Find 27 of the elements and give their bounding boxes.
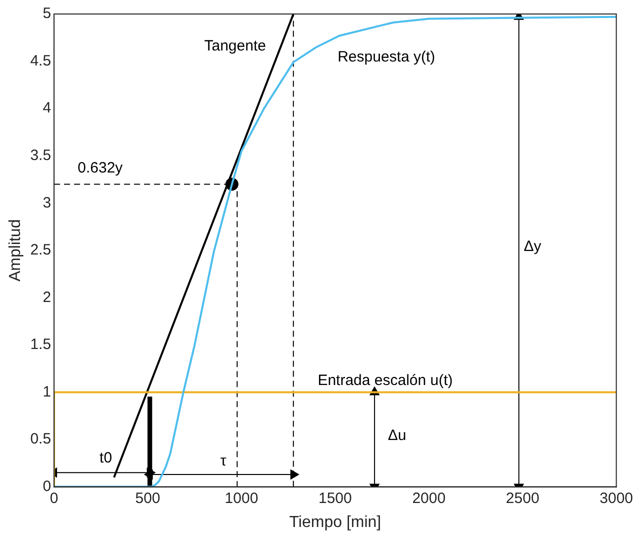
annotation: Δy [524,238,542,255]
annotation: 0.632y [78,159,124,176]
y-tick-label: 1.5 [30,336,52,354]
x-tick-label: 500 [135,490,160,507]
annotation: Entrada escalón u(t) [318,372,453,390]
annotation: τ [220,452,226,470]
y-tick-label: 4 [42,100,52,117]
x-tick-label: 1500 [318,490,352,507]
x-tick-label: 3000 [600,490,634,507]
y-tick-label: 0 [42,478,52,495]
y-tick-label: 2 [42,288,52,306]
y-axis-title: Amplitud [7,219,24,282]
annotation: Respuesta y(t) [338,48,436,66]
annotation: Δu [388,426,406,444]
y-tick-label: 0.5 [30,430,52,448]
x-tick-label: 1000 [224,490,258,507]
y-tick-label: 4.5 [30,52,52,70]
y-tick-label: 2.5 [30,242,52,259]
y-tick-label: 1 [42,383,52,400]
x-tick-label: 2500 [506,490,540,507]
y-tick-label: 5 [42,5,52,22]
annotation: t0 [100,450,112,467]
x-axis-title: Tiempo [min] [289,514,382,531]
y-tick-label: 3.5 [30,146,52,164]
annotation: Tangente [204,37,266,54]
x-tick-label: 2000 [412,490,446,507]
y-tick-label: 3 [42,194,52,212]
